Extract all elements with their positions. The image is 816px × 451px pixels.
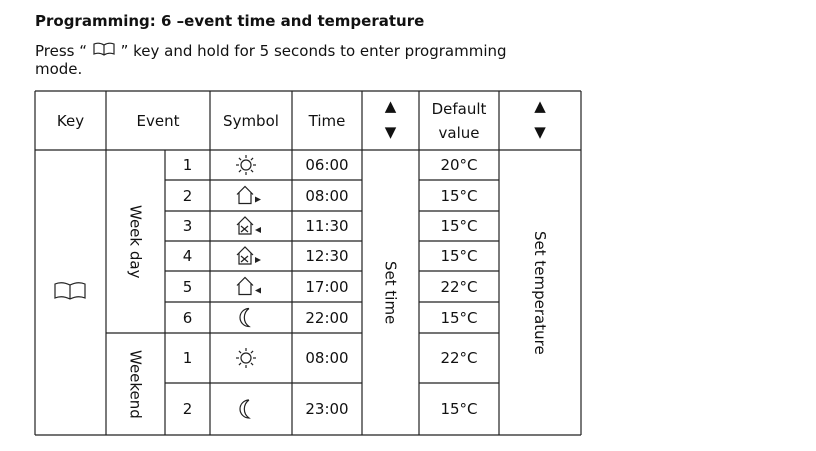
temperature: 15°C xyxy=(440,400,478,418)
sun-ray xyxy=(250,362,254,366)
event-number: 1 xyxy=(182,156,193,174)
arrow: ▼ xyxy=(384,123,397,141)
time: 11:30 xyxy=(305,217,349,235)
house-icon xyxy=(236,246,254,265)
cross-icon xyxy=(240,255,249,263)
house-icon xyxy=(236,276,254,296)
header-cell: Time xyxy=(308,111,346,130)
intro: Press “ ” key and hold for 5 seconds to … xyxy=(35,42,525,78)
cross-icon xyxy=(240,225,249,233)
sun-ray xyxy=(238,350,242,354)
intro-text: Press “ xyxy=(35,42,88,60)
arrow: ▲ xyxy=(384,97,397,115)
event-number: 6 xyxy=(182,308,193,327)
header-cell: Default value xyxy=(431,99,487,142)
arrow: ▼ xyxy=(534,123,546,141)
sun-ray xyxy=(238,362,242,366)
temperature: 15°C xyxy=(440,186,478,205)
title: Programming: 6 –event time and temperatu… xyxy=(35,12,425,30)
arrow-icon xyxy=(255,257,261,263)
time: 17:00 xyxy=(305,277,349,296)
time: 12:30 xyxy=(305,247,349,265)
house-icon xyxy=(236,216,254,235)
sun-ray xyxy=(238,157,242,161)
event-number: 3 xyxy=(182,217,193,235)
event-number: 5 xyxy=(182,277,193,296)
sun-ray xyxy=(250,350,254,354)
temperature: 15°C xyxy=(440,308,478,327)
event-number: 1 xyxy=(182,349,193,367)
time: 08:00 xyxy=(305,186,349,205)
arrow: ▲ xyxy=(534,97,546,115)
time: 23:00 xyxy=(305,400,349,418)
event-number: 2 xyxy=(182,400,193,418)
book-icon xyxy=(93,42,115,56)
sun-ray xyxy=(250,157,254,161)
temperature: 22°C xyxy=(440,349,478,367)
set-time: Set time xyxy=(381,260,400,325)
intro-text: ” key and hold for 5 seconds to enter pr… xyxy=(35,42,507,78)
group-label: Weekend xyxy=(126,349,145,419)
arrow-icon xyxy=(255,196,261,203)
header-cell: Symbol xyxy=(223,111,279,130)
time: 08:00 xyxy=(305,349,349,367)
moon-icon xyxy=(239,399,251,419)
event-number: 4 xyxy=(182,247,193,265)
temperature: 20°C xyxy=(440,156,478,174)
event-number: 2 xyxy=(182,186,193,205)
header-cell: Key xyxy=(56,111,85,130)
arrow-icon xyxy=(255,227,261,233)
sun-icon xyxy=(240,352,252,364)
temperature: 15°C xyxy=(440,217,478,235)
sun-icon xyxy=(240,159,252,171)
moon-icon xyxy=(239,307,251,328)
temperature: 22°C xyxy=(440,277,478,296)
house-icon xyxy=(236,185,254,205)
header-cell: Event xyxy=(136,111,180,130)
set-temperature: Set temperature xyxy=(531,230,549,355)
arrow-icon xyxy=(255,287,261,294)
book-icon xyxy=(54,282,86,300)
time: 06:00 xyxy=(305,156,349,174)
time: 22:00 xyxy=(305,308,349,327)
sun-ray xyxy=(238,169,242,173)
temperature: 15°C xyxy=(440,247,478,265)
sun-ray xyxy=(250,169,254,173)
group-label: Week day xyxy=(126,204,145,279)
